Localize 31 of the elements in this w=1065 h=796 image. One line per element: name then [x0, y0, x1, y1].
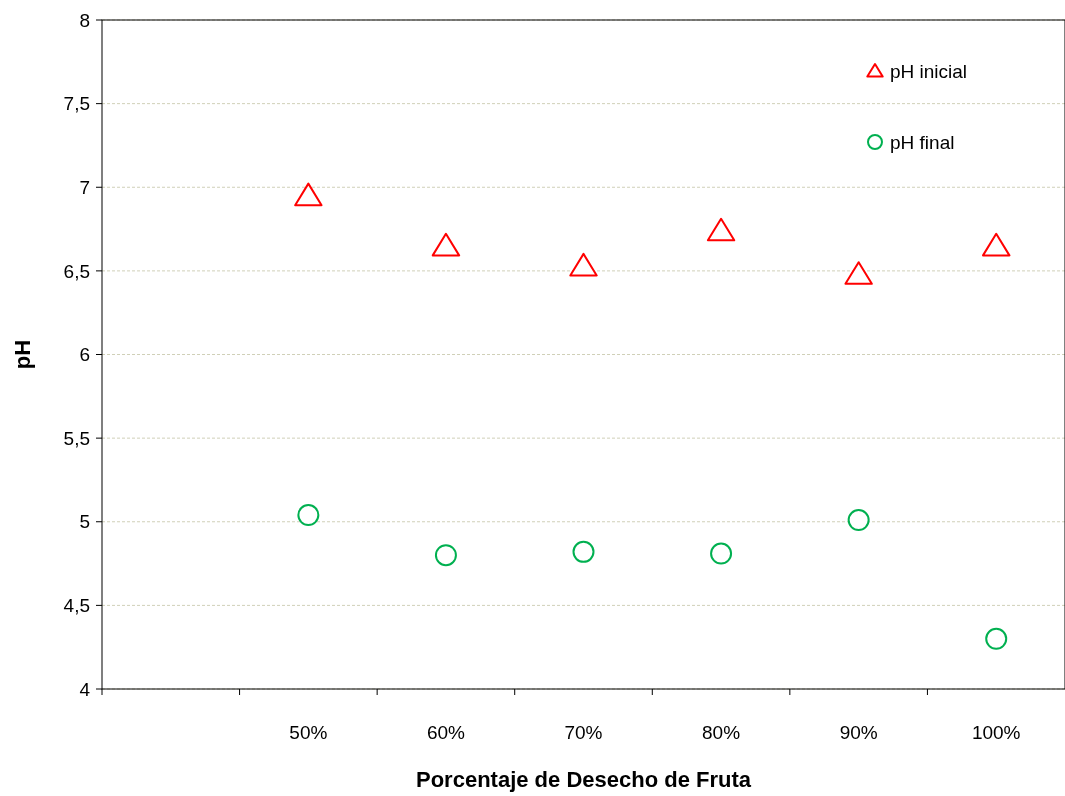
point	[710, 542, 733, 565]
legend-label: pH inicial	[890, 60, 968, 82]
x-tick-label: 100%	[971, 722, 1021, 743]
y-tick-label: 6	[79, 344, 90, 366]
x-tick-label: 60%	[426, 722, 466, 743]
y-tick-label: 4,5	[63, 595, 90, 617]
x-tick-label: 70%	[564, 722, 603, 743]
x-tick-label: 90%	[839, 722, 878, 743]
x-tick-label: 80%	[702, 722, 741, 743]
point	[985, 627, 1008, 650]
y-tick-label: 5	[79, 511, 90, 533]
legend-label: pH final	[890, 131, 955, 153]
point	[294, 182, 323, 207]
point	[844, 261, 873, 285]
y-tick-label: 6,5	[63, 260, 90, 282]
point	[847, 509, 870, 532]
point	[706, 217, 736, 242]
point	[434, 544, 457, 567]
x-axis-title: Porcentaje de Desecho de Fruta	[416, 767, 752, 792]
y-tick-label: 4	[79, 678, 91, 700]
point	[569, 252, 598, 277]
point	[431, 232, 461, 257]
y-tick-label: 5,5	[63, 427, 90, 449]
x-tick-label: 50%	[289, 722, 328, 743]
y-tick-label: 7	[79, 176, 90, 198]
y-tick-label: 7,5	[63, 93, 90, 115]
y-axis-title: pH	[10, 339, 35, 370]
point	[572, 540, 595, 563]
y-tick-label: 8	[79, 9, 90, 31]
point	[982, 232, 1011, 257]
point	[297, 504, 320, 527]
